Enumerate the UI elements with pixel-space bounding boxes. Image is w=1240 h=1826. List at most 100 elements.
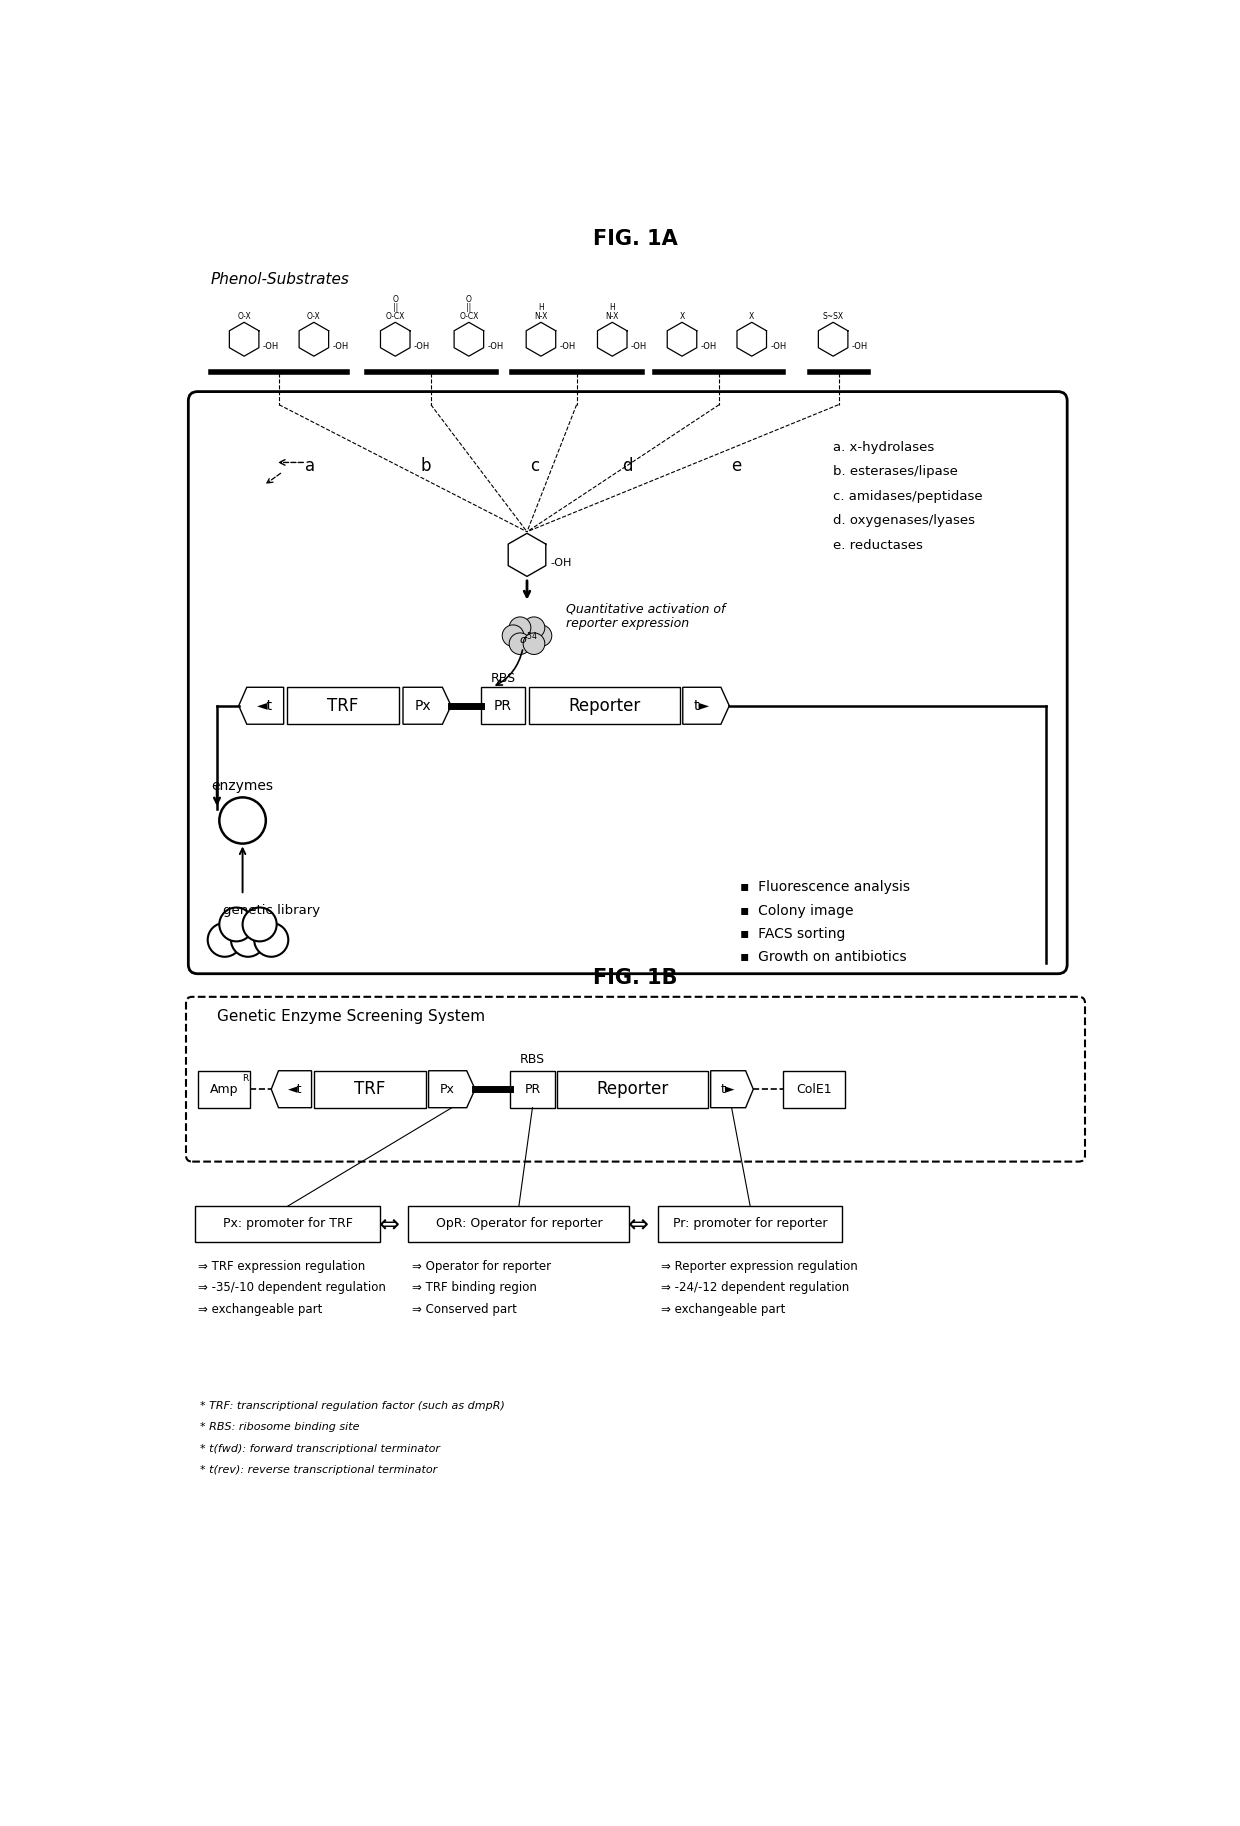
Text: * RBS: ribosome binding site: * RBS: ribosome binding site [200,1422,360,1432]
Text: Px: promoter for TRF: Px: promoter for TRF [223,1218,352,1231]
FancyBboxPatch shape [481,687,526,725]
Polygon shape [711,1070,754,1108]
Text: OpR: Operator for reporter: OpR: Operator for reporter [435,1218,603,1231]
FancyBboxPatch shape [528,687,680,725]
Text: -OH: -OH [551,557,572,568]
Text: ◄t: ◄t [288,1083,303,1096]
Text: O-CX: O-CX [459,312,479,321]
Circle shape [510,634,531,654]
FancyBboxPatch shape [510,1070,556,1108]
Text: ⇒ exchangeable part: ⇒ exchangeable part [661,1304,785,1317]
Text: N-X: N-X [534,312,548,321]
FancyBboxPatch shape [658,1207,842,1242]
Text: a: a [305,456,315,475]
FancyBboxPatch shape [408,1207,629,1242]
Polygon shape [429,1070,475,1108]
Text: -OH: -OH [852,343,868,351]
Text: H: H [609,303,615,312]
Text: ⇒ -35/-10 dependent regulation: ⇒ -35/-10 dependent regulation [198,1282,387,1295]
Text: ⇒ TRF binding region: ⇒ TRF binding region [412,1282,537,1295]
Text: O-X: O-X [308,312,321,321]
Text: Pr: promoter for reporter: Pr: promoter for reporter [673,1218,827,1231]
FancyBboxPatch shape [782,1070,844,1108]
Text: ▪  FACS sorting: ▪ FACS sorting [740,926,846,940]
Circle shape [254,922,288,957]
Polygon shape [238,687,284,725]
Text: O: O [392,294,398,303]
Text: ⇔: ⇔ [629,1212,649,1236]
Text: -OH: -OH [559,343,575,351]
Text: -OH: -OH [487,343,503,351]
Text: -OH: -OH [631,343,647,351]
Text: FIG. 1A: FIG. 1A [593,228,678,248]
Text: Phenol-Substrates: Phenol-Substrates [211,272,350,287]
Text: a. x-hydrolases: a. x-hydrolases [833,440,935,453]
Text: -OH: -OH [414,343,430,351]
Text: ⇒ -24/-12 dependent regulation: ⇒ -24/-12 dependent regulation [661,1282,849,1295]
Text: -OH: -OH [770,343,786,351]
Text: enzymes: enzymes [212,780,274,792]
Text: H: H [538,303,544,312]
Circle shape [207,922,242,957]
Text: Genetic Enzyme Screening System: Genetic Enzyme Screening System [217,1010,485,1024]
Circle shape [231,922,265,957]
Text: X: X [749,312,754,321]
Text: b: b [422,456,432,475]
Polygon shape [403,687,451,725]
Text: * t(fwd): forward transcriptional terminator: * t(fwd): forward transcriptional termin… [200,1444,440,1453]
Circle shape [531,624,552,646]
Text: ⇔: ⇔ [378,1212,399,1236]
Text: ⇒ Operator for reporter: ⇒ Operator for reporter [412,1260,551,1273]
Text: RBS: RBS [490,672,516,685]
Text: X: X [680,312,684,321]
Text: b. esterases/lipase: b. esterases/lipase [833,466,959,478]
Text: PR: PR [494,699,512,712]
Text: ⇒ exchangeable part: ⇒ exchangeable part [198,1304,322,1317]
Text: Px: Px [440,1083,455,1096]
Text: Reporter: Reporter [596,1081,668,1097]
Text: e. reductases: e. reductases [833,539,923,551]
Text: d: d [622,456,632,475]
Text: S~SX: S~SX [822,312,843,321]
Text: Quantitative activation of
reporter expression: Quantitative activation of reporter expr… [565,603,725,630]
Text: Amp: Amp [210,1083,238,1096]
Text: PR: PR [525,1083,541,1096]
Text: d. oxygenases/lyases: d. oxygenases/lyases [833,515,975,528]
Text: TRF: TRF [355,1081,386,1097]
Text: genetic library: genetic library [223,904,320,917]
Text: ▪  Fluorescence analysis: ▪ Fluorescence analysis [740,880,910,895]
Text: ||: || [466,303,471,312]
Text: ColE1: ColE1 [796,1083,832,1096]
Text: -OH: -OH [263,343,279,351]
FancyBboxPatch shape [557,1070,708,1108]
Text: ▪  Growth on antibiotics: ▪ Growth on antibiotics [740,950,906,964]
Text: FIG. 1B: FIG. 1B [593,968,678,988]
FancyBboxPatch shape [196,1207,379,1242]
Text: -OH: -OH [332,343,348,351]
Text: ▪  Colony image: ▪ Colony image [740,904,853,918]
Polygon shape [272,1070,311,1108]
Text: RBS: RBS [520,1054,546,1066]
FancyBboxPatch shape [286,687,399,725]
Text: O-CX: O-CX [386,312,405,321]
FancyBboxPatch shape [197,1070,250,1108]
Text: TRF: TRF [327,698,358,714]
Text: ◄t: ◄t [257,699,273,712]
Circle shape [243,908,277,942]
Circle shape [523,634,544,654]
Text: $\sigma^{54}$: $\sigma^{54}$ [520,630,538,646]
Text: R: R [243,1074,249,1083]
Text: N-X: N-X [605,312,619,321]
Circle shape [219,798,265,844]
Text: Reporter: Reporter [568,698,640,714]
Text: c. amidases/peptidase: c. amidases/peptidase [833,489,983,502]
Text: Px: Px [414,699,432,712]
Text: O: O [466,294,471,303]
Circle shape [219,908,253,942]
FancyBboxPatch shape [314,1070,427,1108]
Text: t►: t► [693,699,711,712]
Text: -OH: -OH [701,343,717,351]
Circle shape [502,624,523,646]
Circle shape [523,617,544,639]
Text: * TRF: transcriptional regulation factor (such as dmpR): * TRF: transcriptional regulation factor… [200,1401,505,1411]
